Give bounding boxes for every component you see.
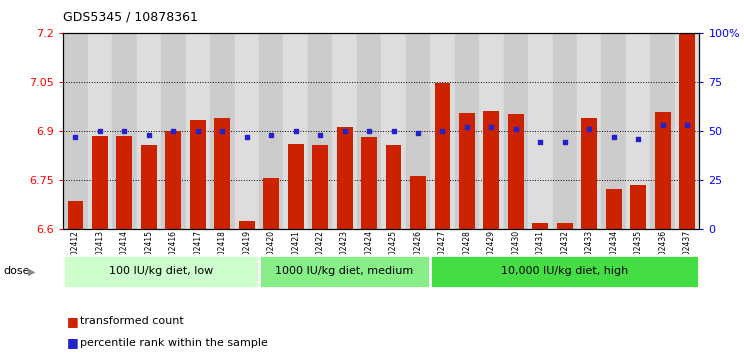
Bar [382,33,405,229]
Bar [504,33,528,229]
Bar [239,220,254,229]
Bar [117,136,132,229]
Point [118,128,130,134]
Text: ■: ■ [67,337,79,350]
Bar [141,145,157,229]
Point [69,134,81,139]
Point [559,139,571,145]
Point [510,126,522,132]
Bar [630,184,646,229]
Bar [405,33,430,229]
Bar [333,33,357,229]
Bar [553,33,577,229]
Bar [214,118,230,229]
Bar [288,144,304,229]
Text: 100 IU/kg diet, low: 100 IU/kg diet, low [109,266,214,276]
Bar [68,201,83,229]
Point [485,124,497,130]
Bar [650,33,675,229]
Bar [263,178,279,229]
Bar [63,255,259,288]
Bar [63,33,88,229]
Point [461,124,473,130]
Bar [434,83,450,229]
Point [167,128,179,134]
Point [266,132,278,138]
Text: 10,000 IU/kg diet, high: 10,000 IU/kg diet, high [501,266,629,276]
Bar [508,114,524,229]
Point [143,132,155,138]
Bar [581,118,597,229]
Point [289,128,301,134]
Point [314,132,326,138]
Bar [234,33,259,229]
Bar [459,113,475,229]
Text: transformed count: transformed count [80,316,183,326]
Point [412,130,424,135]
Bar [283,33,308,229]
Bar [336,127,353,229]
Text: percentile rank within the sample: percentile rank within the sample [80,338,268,348]
Point [608,134,620,139]
Bar [430,33,455,229]
Point [217,128,228,134]
Bar [675,33,699,229]
Bar [455,33,479,229]
Point [363,128,375,134]
Bar [88,33,112,229]
Bar [308,33,333,229]
Point [632,136,644,142]
Text: dose: dose [4,266,31,276]
Bar [161,33,185,229]
Text: 1000 IU/kg diet, medium: 1000 IU/kg diet, medium [275,266,414,276]
Bar [606,189,622,229]
Bar [430,255,699,288]
Bar [601,33,626,229]
Bar [484,111,499,229]
Point [192,128,204,134]
Bar [361,137,377,229]
Bar [92,135,108,229]
Bar [577,33,601,229]
Point [339,128,350,134]
Bar [112,33,137,229]
Bar [626,33,650,229]
Bar [679,33,695,229]
Bar [655,112,670,229]
Bar [190,120,206,229]
Point [534,139,546,145]
Bar [259,255,430,288]
Point [437,128,449,134]
Bar [210,33,234,229]
Bar [185,33,210,229]
Point [682,122,693,128]
Bar [259,33,283,229]
Point [583,126,595,132]
Bar [165,131,182,229]
Bar [312,145,328,229]
Bar [557,224,573,229]
Bar [137,33,161,229]
Point [241,134,253,139]
Text: ▶: ▶ [28,266,36,276]
Text: ■: ■ [67,315,79,328]
Text: GDS5345 / 10878361: GDS5345 / 10878361 [63,11,198,24]
Point [657,122,669,128]
Point [94,128,106,134]
Bar [385,145,402,229]
Bar [357,33,382,229]
Bar [533,223,548,229]
Bar [410,176,426,229]
Point [388,128,400,134]
Bar [479,33,504,229]
Bar [528,33,553,229]
